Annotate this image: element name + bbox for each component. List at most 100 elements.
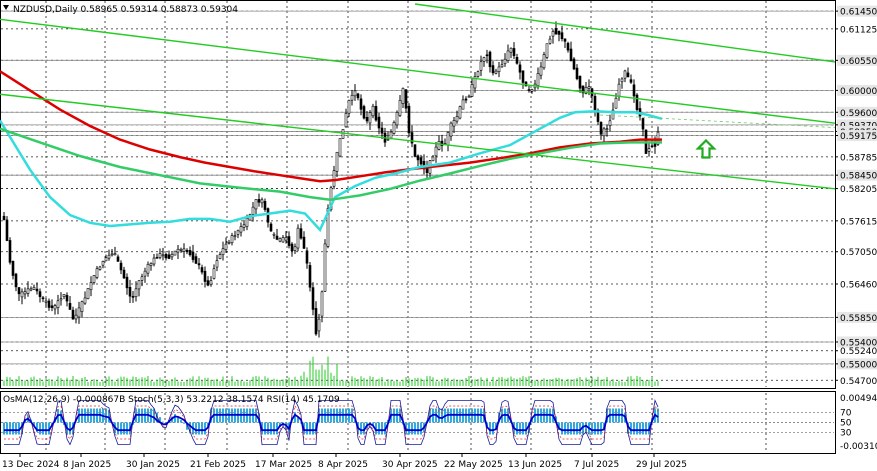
date-label: 22 May 2025 [444,460,503,470]
candle-body [398,100,402,116]
candle-body [275,235,279,240]
horizontal-levels [1,10,834,365]
candle-body [80,301,84,312]
candle-body [257,199,261,203]
price-label: 0.55400 [840,338,877,348]
candle-body [410,132,414,144]
candle-body [389,131,393,139]
up-arrow-icon [695,138,717,159]
candle-body [656,131,660,145]
candle-body [173,250,177,256]
candle-body [542,54,546,69]
osma-bar [123,422,125,435]
price-label-box [837,119,877,131]
candle-body [539,66,543,76]
candle-body [587,86,591,89]
candle-body [113,253,117,256]
candle-body [545,43,549,58]
header-triangle-icon [3,5,9,10]
candle-body [578,75,582,89]
candle-body [236,230,240,235]
candle-body [452,120,456,127]
candle-body [440,140,444,146]
candle-body [230,235,234,244]
arrow-shape [695,138,717,159]
osma-bar [36,422,38,433]
osma-bar [360,422,362,435]
candle-body [359,98,363,110]
osma-bar [276,422,278,435]
candle-body [395,112,399,126]
candle-body [287,236,291,246]
osma-bar [33,422,35,426]
candle-body [47,300,51,308]
candle-body [593,95,597,111]
osma-bar [204,422,206,435]
candle-body [311,287,315,310]
osma-bar [69,422,71,435]
candle-body [278,238,282,242]
candle-body [32,287,36,290]
candle-body [185,250,189,252]
osma-bar [570,422,572,435]
candle-body [314,308,318,335]
candle-body [362,106,366,119]
candle-body [242,224,246,228]
candle-body [38,291,42,297]
moving-average-line [0,70,662,183]
osma-bar [105,408,107,423]
candle-body [74,314,78,320]
candle-body [245,218,249,227]
candle-body [281,237,285,243]
rsi-line [4,413,659,432]
osma-bar [306,422,308,435]
candle-body [146,263,150,274]
candle-body [338,138,342,157]
osma-bar [576,422,578,435]
moving-average-line [0,127,662,202]
osma-bar [183,422,185,424]
candle-body [260,199,264,204]
candle-body [530,89,534,92]
osma-bar [267,422,269,435]
price-label: 0.61125 [840,25,877,35]
osma-bar [156,412,158,423]
candle-body [407,105,411,134]
candle-body [377,116,381,129]
candle-body [476,71,480,77]
osma-bar [162,421,164,423]
osma-bar [639,422,641,435]
candle-body [335,151,339,172]
candle-body [503,58,507,65]
candle-body [446,132,450,146]
osma-bar [597,422,599,435]
osma-bar [180,420,182,423]
osma-bar [573,422,575,435]
candle-body [491,65,495,74]
candle-body [152,257,156,265]
osma-bar [381,422,383,435]
candle-body [308,265,312,288]
candle-body [227,242,231,244]
candle-body [224,243,228,250]
candle-body [566,42,570,51]
candle-body [632,84,636,97]
candle-body [215,260,219,268]
volume-bars [3,356,659,386]
candle-body [374,105,378,121]
candle-body [167,254,171,259]
osma-bar [525,422,527,435]
osma-bar [270,422,272,435]
candle-body [482,57,486,62]
candle-body [551,31,555,37]
candle-body [560,32,564,40]
candle-body [14,273,18,288]
price-label: 0.58205 [840,185,877,195]
candle-body [212,268,216,279]
candle-body [65,295,69,302]
osma-bar [492,422,494,435]
osma-bar [642,422,644,435]
candle-body [614,97,618,109]
candle-body [194,256,198,264]
candle-body [473,76,477,89]
